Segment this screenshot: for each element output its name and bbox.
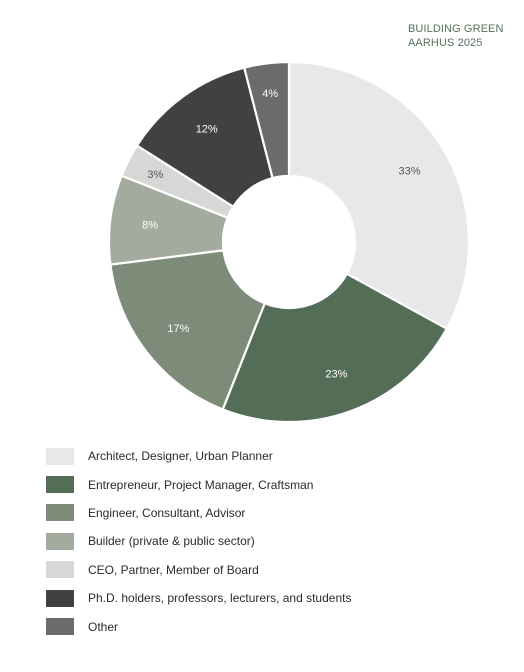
slice-label-ph-d-holders-professors-lecturers-and-students: 12% [196,124,218,136]
legend-swatch [46,561,74,579]
legend-item-other: Other [46,612,351,640]
legend-label: Entrepreneur, Project Manager, Craftsman [88,477,314,492]
legend-swatch [46,532,74,550]
slice-label-ceo-partner-member-of-board: 3% [147,169,163,181]
legend-label: Ph.D. holders, professors, lecturers, an… [88,591,352,606]
chart-legend: Architect, Designer, Urban Planner Entrep… [46,442,351,641]
slice-other [243,60,291,180]
brand-block: BUILDING GREEN AARHUS 2025 [408,22,504,50]
legend-item-engineer-consultant-advisor: Engineer, Consultant, Advisor [46,499,351,527]
legend-swatch [46,618,74,636]
slice-architect-designer-urban-planner [287,60,471,330]
legend-label: Other [88,619,119,634]
legend-item-entrepreneur-project-manager-craftsman: Entrepreneur, Project Manager, Craftsman [46,470,351,498]
legend-item-ph-d-holders-professors-lecturers-and-students: Ph.D. holders, professors, lecturers, an… [46,584,351,612]
legend-item-architect-designer-urban-planner: Architect, Designer, Urban Planner [46,442,351,470]
slice-label-engineer-consultant-advisor: 17% [167,323,189,335]
slice-label-entrepreneur-project-manager-craftsman: 23% [325,369,347,381]
legend-item-ceo-partner-member-of-board: CEO, Partner, Member of Board [46,556,351,584]
legend-swatch [46,476,74,494]
slice-entrepreneur-project-manager-craftsman [221,272,448,424]
slice-ph-d-holders-professors-lecturers-and-students [135,66,274,208]
legend-item-builder-private-public-sector: Builder (private & public sector) [46,527,351,555]
brand-line-2: AARHUS 2025 [408,37,483,49]
legend-swatch [46,504,74,522]
legend-label: CEO, Partner, Member of Board [88,562,259,577]
donut-chart: 33% 23% 17% 8% 3% 12% 4% [107,60,471,424]
legend-label: Builder (private & public sector) [88,534,255,549]
slice-label-builder-private-public-sector: 8% [142,219,158,231]
slice-label-architect-designer-urban-planner: 33% [398,166,420,178]
slice-label-other: 4% [262,88,278,100]
legend-swatch [46,447,74,465]
slice-engineer-consultant-advisor [109,249,266,411]
legend-label: Engineer, Consultant, Advisor [88,505,246,520]
legend-label: Architect, Designer, Urban Planner [88,449,273,464]
legend-swatch [46,589,74,607]
brand-line-1: BUILDING GREEN [408,23,504,35]
